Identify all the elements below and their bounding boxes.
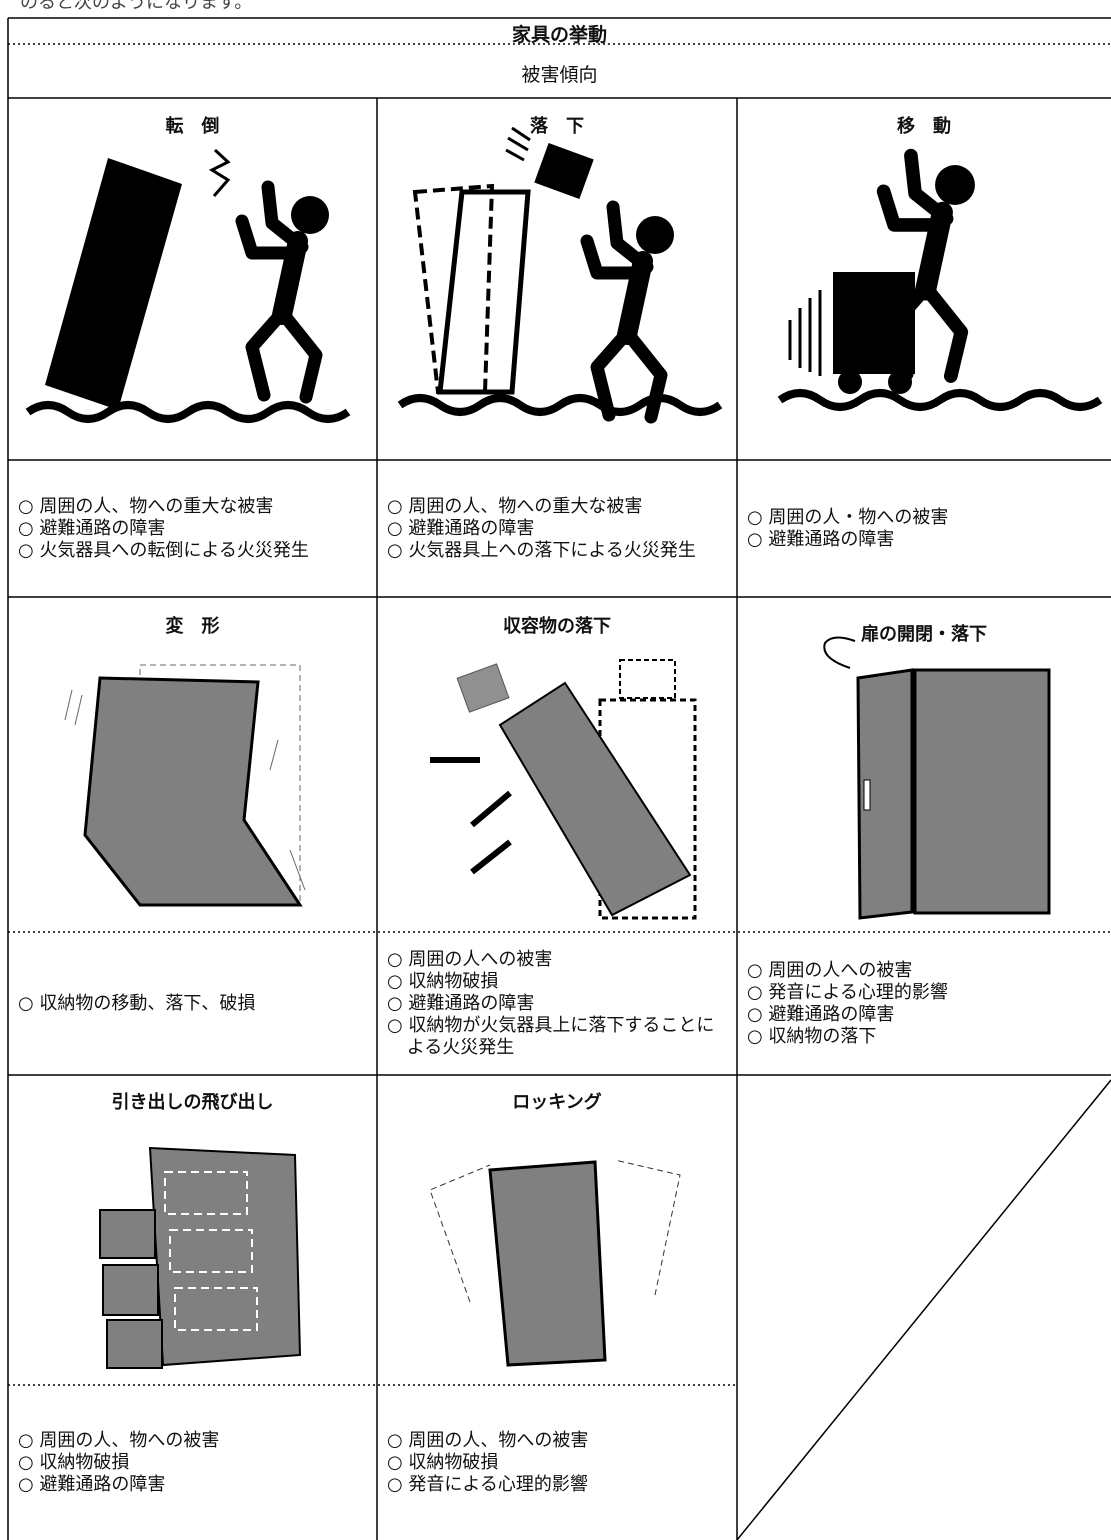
cell-item: ○ 周囲の人・物への被害 — [747, 506, 949, 528]
table-title: 家具の挙動 — [511, 24, 607, 46]
cell-items: ○ 収納物の移動、落下、破損 — [18, 934, 369, 1073]
cell-item: ○ 周囲の人への被害 — [387, 948, 553, 970]
illustration-drawers — [99, 1146, 302, 1369]
cell-title: 落 下 — [530, 116, 584, 137]
cell-title: 扉の開閉・落下 — [861, 624, 987, 645]
cell-item: ○ 発音による心理的影響 — [747, 981, 948, 1003]
table-subtitle: 被害傾向 — [521, 64, 598, 86]
illustration-overturn — [28, 148, 348, 419]
cell-item: ○ 収納物破損 — [387, 970, 499, 992]
cell-item: ○ 収納物破損 — [18, 1451, 130, 1473]
cell-item: ○ 収納物の落下 — [747, 1025, 877, 1047]
illustration-contents-fall — [430, 659, 697, 920]
note: のると次のようになります。 — [20, 0, 253, 13]
cell-item: ○ 周囲の人、物への被害 — [387, 1429, 589, 1451]
cell-item: ○ 避難通路の障害 — [747, 1003, 895, 1025]
cell-items: ○ 周囲の人・物への被害 ○ 避難通路の障害 — [747, 462, 1103, 595]
cell-item: ○ 避難通路の障害 — [18, 517, 166, 539]
cell-items: ○ 周囲の人、物への被害 ○ 収納物破損 ○ 発音による心理的影響 — [387, 1387, 729, 1538]
illustration-door — [823, 636, 1051, 920]
cell-title: 引き出しの飛び出し — [111, 1092, 274, 1113]
illustration-move — [780, 156, 1100, 407]
illustration-deform — [64, 664, 306, 907]
cell-item: ○ 発音による心理的影響 — [387, 1473, 588, 1495]
cell-title: 移 動 — [897, 116, 951, 137]
cell-item: ○ 避難通路の障害 — [387, 517, 535, 539]
cell-items: ○ 周囲の人への被害 ○ 発音による心理的影響 ○ 避難通路の障害 ○ 収納物の落下 — [747, 934, 1103, 1073]
illustration-rocking — [429, 1159, 681, 1367]
cell-title: ロッキング — [512, 1092, 602, 1113]
cell-item: ○ 周囲の人への被害 — [747, 959, 913, 981]
cell-item: ○ 周囲の人、物への重大な被害 — [18, 495, 274, 517]
cell-items: ○ 周囲の人、物への重大な被害 ○ 避難通路の障害 ○ 火気器具上への落下による火災… — [387, 462, 729, 595]
cell-items: ○ 周囲の人への被害 ○ 収納物破損 ○ 避難通路の障害 ○ 収納物が火気器具上に落下… — [387, 934, 729, 1073]
table-lines — [7, 17, 1111, 1540]
cell-item: ○ 避難通路の障害 — [387, 992, 535, 1014]
cell-item: ○ 収納物の移動、落下、破損 — [18, 992, 256, 1014]
cell-item: ○ 火気器具への転倒による火災発生 — [18, 539, 309, 561]
cell-title: 転 倒 — [165, 116, 220, 137]
cell-items: ○ 周囲の人、物への被害 ○ 収納物破損 ○ 避難通路の障害 — [18, 1387, 369, 1538]
illustration-fall — [400, 126, 720, 417]
cell-title: 変 形 — [165, 616, 220, 637]
cell-item: ○ 火気器具上への落下による火災発生 — [387, 539, 696, 561]
cell-title: 収容物の落下 — [503, 616, 611, 637]
cell-item: ○ 周囲の人、物への重大な被害 — [387, 495, 643, 517]
cell-item: ○ 避難通路の障害 — [18, 1473, 166, 1495]
cell-item: ○ 周囲の人、物への被害 — [18, 1429, 220, 1451]
cell-item: ○ 収納物が火気器具上に落下することによる火災発生 — [387, 1014, 715, 1058]
cell-item: ○ 収納物破損 — [387, 1451, 499, 1473]
cell-items: ○ 周囲の人、物への重大な被害 ○ 避難通路の障害 ○ 火気器具への転倒による火災発… — [18, 462, 369, 595]
cell-item: ○ 避難通路の障害 — [747, 528, 895, 550]
